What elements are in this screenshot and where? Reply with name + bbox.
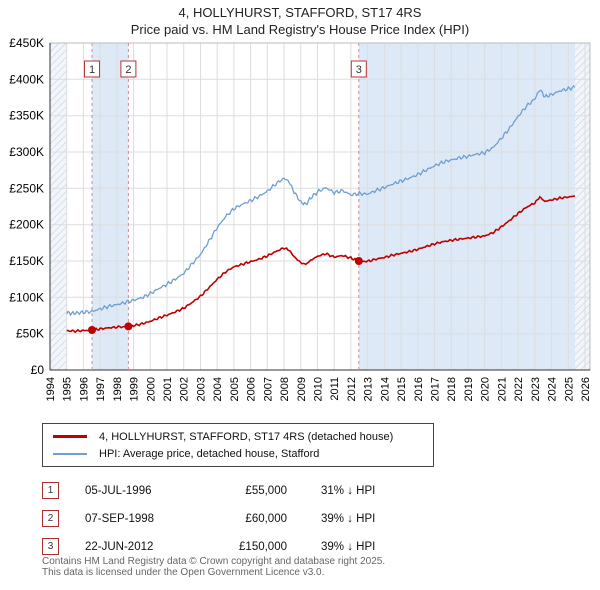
svg-text:£50K: £50K	[16, 327, 44, 341]
footer-line-2: This data is licensed under the Open Gov…	[42, 567, 325, 578]
transaction-price: £55,000	[245, 484, 287, 497]
svg-text:2007: 2007	[262, 377, 274, 401]
transaction-hpi-diff: 39% ↓ HPI	[321, 540, 376, 553]
svg-text:£150K: £150K	[9, 254, 44, 268]
svg-text:2014: 2014	[379, 377, 391, 401]
svg-text:2009: 2009	[296, 377, 308, 401]
transaction-date: 07-SEP-1998	[85, 512, 155, 525]
svg-text:2002: 2002	[179, 377, 191, 401]
svg-text:1: 1	[89, 64, 95, 76]
svg-text:3: 3	[356, 64, 362, 76]
svg-text:2: 2	[125, 64, 131, 76]
price-history-chart: 1 2 3 £0 £50K £100K £150K £200K £250K £300K £350K £…	[0, 36, 600, 414]
svg-text:£250K: £250K	[9, 181, 44, 195]
svg-text:2026: 2026	[580, 377, 592, 401]
chart-legend: 4, HOLLYHURST, STAFFORD, ST17 4RS (detac…	[42, 423, 434, 467]
svg-text:£450K: £450K	[9, 38, 44, 50]
transaction-row: 1 05-JUL-1996 £55,000 31% ↓ HPI	[42, 482, 375, 499]
svg-text:2000: 2000	[145, 377, 157, 401]
svg-text:2013: 2013	[363, 377, 375, 401]
legend-row-hpi: HPI: Average price, detached house, Staf…	[53, 448, 423, 460]
transaction-row: 2 07-SEP-1998 £60,000 39% ↓ HPI	[42, 510, 375, 527]
property-line-swatch	[53, 435, 87, 438]
svg-text:1996: 1996	[78, 377, 90, 401]
transaction-number-badge: 2	[42, 510, 59, 527]
transaction-number-badge: 1	[42, 482, 59, 499]
svg-text:1999: 1999	[129, 377, 141, 401]
svg-text:2010: 2010	[313, 377, 325, 401]
svg-text:1997: 1997	[95, 377, 107, 401]
svg-text:2019: 2019	[463, 377, 475, 401]
svg-text:2025: 2025	[563, 377, 575, 401]
svg-text:2006: 2006	[246, 377, 258, 401]
page-subtitle: Price paid vs. HM Land Registry's House …	[130, 22, 470, 37]
page-title: 4, HOLLYHURST, STAFFORD, ST17 4RS	[178, 5, 422, 20]
legend-row-property: 4, HOLLYHURST, STAFFORD, ST17 4RS (detac…	[53, 431, 423, 443]
svg-text:£0: £0	[31, 363, 45, 377]
svg-text:2005: 2005	[229, 377, 241, 401]
svg-text:2004: 2004	[212, 377, 224, 401]
svg-text:£350K: £350K	[9, 109, 44, 123]
svg-text:£100K: £100K	[9, 290, 44, 304]
svg-text:2008: 2008	[279, 377, 291, 401]
svg-text:2022: 2022	[513, 377, 525, 401]
svg-text:2020: 2020	[480, 377, 492, 401]
svg-text:1995: 1995	[62, 377, 74, 401]
hpi-line-swatch	[53, 452, 87, 455]
footer-line-1: Contains HM Land Registry data © Crown c…	[42, 556, 386, 567]
svg-text:2017: 2017	[430, 377, 442, 401]
svg-text:1998: 1998	[112, 377, 124, 401]
svg-text:2012: 2012	[346, 377, 358, 401]
svg-text:2003: 2003	[196, 377, 208, 401]
transaction-price: £150,000	[239, 540, 287, 553]
svg-text:2024: 2024	[547, 377, 559, 401]
transaction-hpi-diff: 39% ↓ HPI	[321, 512, 376, 525]
svg-text:2018: 2018	[446, 377, 458, 401]
svg-text:2015: 2015	[396, 377, 408, 401]
transaction-date: 05-JUL-1996	[85, 484, 152, 497]
svg-text:2011: 2011	[329, 377, 341, 401]
svg-text:2023: 2023	[530, 377, 542, 401]
transaction-number-badge: 3	[42, 538, 59, 555]
svg-text:2016: 2016	[413, 377, 425, 401]
svg-text:2001: 2001	[162, 377, 174, 401]
svg-text:1994: 1994	[45, 377, 57, 401]
svg-text:£200K: £200K	[9, 218, 44, 232]
transaction-row: 3 22-JUN-2012 £150,000 39% ↓ HPI	[42, 538, 375, 555]
transaction-hpi-diff: 31% ↓ HPI	[321, 484, 376, 497]
transaction-price: £60,000	[245, 512, 287, 525]
transaction-date: 22-JUN-2012	[85, 540, 154, 553]
license-footer: Contains HM Land Registry data © Crown c…	[42, 556, 385, 578]
svg-text:£300K: £300K	[9, 145, 44, 159]
legend-label-hpi: HPI: Average price, detached house, Staf…	[99, 447, 320, 460]
legend-label-property: 4, HOLLYHURST, STAFFORD, ST17 4RS (detac…	[99, 430, 394, 443]
svg-text:£400K: £400K	[9, 72, 44, 86]
svg-text:2021: 2021	[496, 377, 508, 401]
